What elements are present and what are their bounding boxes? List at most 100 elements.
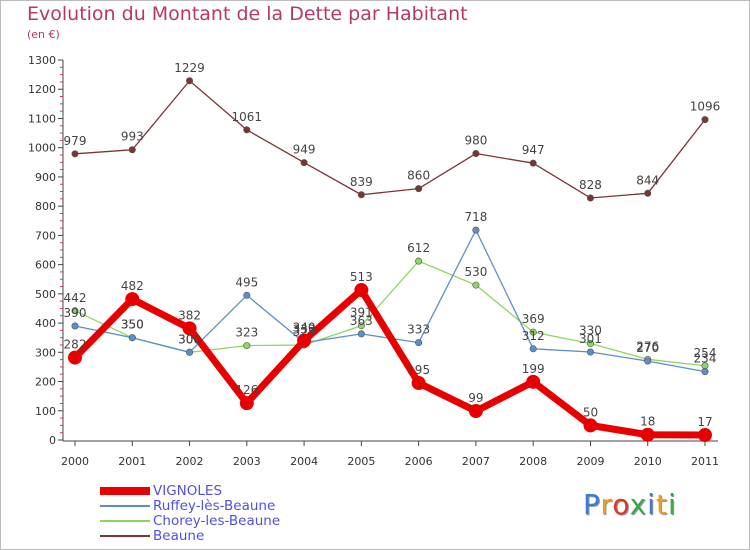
data-label: 18 xyxy=(640,415,655,429)
data-label: 979 xyxy=(64,134,87,148)
data-label: 839 xyxy=(350,175,373,189)
logo-letter: P xyxy=(583,488,601,521)
data-point xyxy=(586,194,594,202)
data-label: 530 xyxy=(464,265,487,279)
data-point xyxy=(586,340,594,348)
legend-label: VIGNOLES xyxy=(153,483,223,499)
data-point xyxy=(583,418,598,433)
legend-swatch xyxy=(100,535,150,537)
data-label: 99 xyxy=(468,391,483,405)
series-line-vignoles xyxy=(71,286,709,439)
data-point xyxy=(71,150,79,158)
x-tick-label: 2007 xyxy=(462,455,490,468)
y-tick-label: 1300 xyxy=(28,54,56,67)
data-label: 513 xyxy=(350,270,373,284)
data-label: 382 xyxy=(178,308,201,322)
x-tick-label: 2008 xyxy=(519,455,547,468)
logo-letter: t xyxy=(655,488,668,521)
series-line-ruffey-l-s-beaune xyxy=(74,229,706,373)
x-tick-label: 2010 xyxy=(634,455,662,468)
data-label: 980 xyxy=(464,134,487,148)
y-tick-label: 0 xyxy=(49,434,56,447)
data-point xyxy=(68,350,82,365)
data-point xyxy=(71,322,79,330)
data-point xyxy=(472,226,480,234)
data-label: 323 xyxy=(235,326,258,340)
y-tick-label: 1000 xyxy=(28,142,56,155)
data-label: 369 xyxy=(522,312,545,326)
data-label: 350 xyxy=(121,318,144,332)
data-point xyxy=(128,334,136,342)
data-label: 947 xyxy=(522,143,545,157)
x-tick-label: 2006 xyxy=(405,455,433,468)
data-point xyxy=(698,428,712,443)
data-label: 949 xyxy=(293,143,316,157)
x-tick-label: 2002 xyxy=(176,455,204,468)
proxiti-logo: Proxiti xyxy=(583,488,677,521)
data-point xyxy=(239,396,254,411)
data-point xyxy=(529,328,537,336)
x-tick-label: 2001 xyxy=(118,455,146,468)
data-point xyxy=(468,404,483,419)
legend-swatch xyxy=(100,505,150,507)
legend-swatch xyxy=(100,520,150,522)
data-point xyxy=(186,348,194,356)
data-label: 270 xyxy=(636,341,659,355)
data-point xyxy=(125,292,140,307)
data-label: 482 xyxy=(121,279,144,293)
data-point xyxy=(472,281,480,289)
data-label: 276 xyxy=(636,339,659,353)
chart-subtitle: (en €) xyxy=(27,28,60,41)
data-label: 195 xyxy=(407,363,430,377)
data-label: 17 xyxy=(697,415,712,429)
data-point xyxy=(411,376,426,390)
data-label: 234 xyxy=(694,352,717,366)
logo-letter: x xyxy=(629,488,648,521)
data-label: 350 xyxy=(121,318,144,332)
data-point xyxy=(529,159,537,167)
data-point xyxy=(529,345,537,353)
y-tick-label: 200 xyxy=(35,376,56,389)
data-label: 300 xyxy=(178,332,201,346)
data-point xyxy=(415,185,423,193)
data-label: 1229 xyxy=(174,61,205,75)
data-point xyxy=(182,321,197,336)
data-label: 325 xyxy=(293,325,316,339)
logo-letter: i xyxy=(667,488,677,521)
legend-swatch xyxy=(100,487,150,495)
x-tick-label: 2000 xyxy=(61,455,89,468)
legend-label: Beaune xyxy=(153,528,205,544)
y-tick-label: 800 xyxy=(35,200,56,213)
x-tick-label: 2005 xyxy=(347,455,375,468)
data-label: 391 xyxy=(350,306,373,320)
y-tick-label: 1100 xyxy=(28,112,56,125)
data-label: 495 xyxy=(235,275,258,289)
data-label: 363 xyxy=(350,314,373,328)
data-label: 390 xyxy=(64,306,87,320)
data-point xyxy=(640,427,655,442)
data-label: 254 xyxy=(694,346,717,360)
data-label: 312 xyxy=(522,329,545,343)
series-line-chorey-les-beaune xyxy=(74,260,706,367)
data-point xyxy=(186,77,194,85)
x-tick-label: 2003 xyxy=(233,455,261,468)
data-point xyxy=(243,342,251,350)
data-label: 860 xyxy=(407,169,430,183)
data-point xyxy=(415,339,423,347)
data-point xyxy=(357,191,365,199)
data-point xyxy=(357,330,365,338)
data-label: 330 xyxy=(579,324,602,338)
data-point xyxy=(644,357,652,365)
data-label: 300 xyxy=(178,332,201,346)
legend-label: Chorey-les-Beaune xyxy=(153,513,281,529)
data-point xyxy=(526,374,541,389)
y-tick-label: 600 xyxy=(35,259,56,272)
data-label: 1096 xyxy=(690,100,721,114)
y-tick-label: 700 xyxy=(35,229,56,242)
y-tick-label: 300 xyxy=(35,346,56,359)
chart-title: Evolution du Montant de la Dette par Hab… xyxy=(27,3,468,25)
data-label: 442 xyxy=(64,291,87,305)
x-tick-label: 2009 xyxy=(576,455,604,468)
data-label: 333 xyxy=(407,323,430,337)
